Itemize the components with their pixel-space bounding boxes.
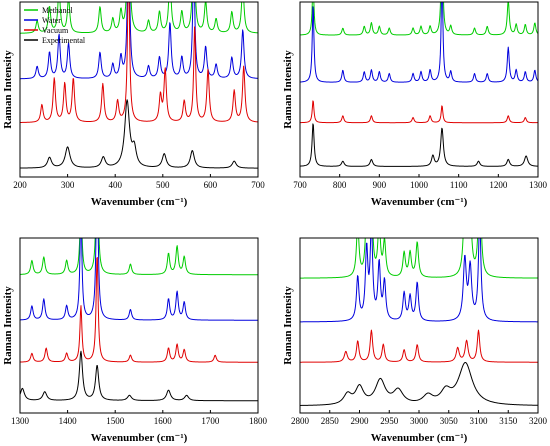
panel-top-left-series-vacuum — [20, 2, 258, 123]
panel-bottom-right-x-axis-title: Wavenumber (cm⁻¹) — [371, 432, 468, 444]
panel-top-left-legend-label-vacuum: Vacuum — [42, 26, 69, 35]
panel-top-left-x-tick-label: 600 — [204, 180, 218, 190]
panel-top-left-legend-label-water: Water — [42, 16, 61, 25]
panel-top-left-series-water — [20, 2, 258, 80]
panel-bottom-right-series-vacuum — [300, 329, 538, 363]
panel-top-right-x-axis-title: Wavenumber (cm⁻¹) — [371, 196, 468, 208]
panel-bottom-left-x-tick-label: 1700 — [201, 416, 220, 426]
panel-bottom-left: 1300 1400 1500 1600 1700 1800 Wavenumber (cm⁻¹… — [2, 237, 268, 444]
panel-bottom-left-series-experimental — [20, 350, 258, 402]
panel-top-right-y-axis-title: Raman Intensity — [282, 50, 294, 129]
panel-bottom-right-x-tick-label: 2850 — [321, 416, 340, 426]
panel-top-right-x-tick-label: 1000 — [410, 180, 429, 190]
panel-bottom-right: 2800 2850 2900 2950 3000 3050 3100 3150 3200 Wave… — [282, 237, 548, 444]
panel-top-right-x-tick-label: 1100 — [450, 180, 468, 190]
panel-bottom-left-y-axis-title: Raman Intensity — [2, 286, 14, 365]
panel-bottom-right-series-water — [300, 238, 538, 323]
panel-bottom-left-x-tick-label: 1600 — [154, 416, 173, 426]
panel-top-left-series-methanol — [20, 2, 258, 34]
panel-top-left-x-tick-label: 700 — [251, 180, 265, 190]
panel-top-left-x-axis-title: Wavenumber (cm⁻¹) — [91, 196, 188, 208]
panel-top-right: 700 800 900 1000 1100 1200 1300 Wavenumber (cm⁻… — [282, 1, 548, 208]
panel-bottom-right-series-experimental — [300, 361, 538, 406]
panel-top-left-frame — [19, 1, 259, 178]
panel-bottom-right-x-tick-label: 2950 — [380, 416, 399, 426]
panel-bottom-right-x-tick-label: 3100 — [470, 416, 489, 426]
panel-bottom-right-x-tick-label: 3200 — [529, 416, 548, 426]
panel-bottom-left-series-vacuum — [20, 257, 258, 363]
panel-bottom-left-x-tick-label: 1400 — [59, 416, 78, 426]
panel-bottom-left-x-tick-label: 1800 — [249, 416, 268, 426]
panel-bottom-right-x-tick-label: 2900 — [351, 416, 370, 426]
panel-top-right-x-tick-label: 700 — [293, 180, 307, 190]
panel-top-right-x-tick-label: 1200 — [489, 180, 508, 190]
panel-bottom-right-series-methanol — [300, 238, 538, 279]
panel-top-left: 200 300 400 500 600 700 Wavenumber (cm⁻¹) Raman… — [2, 1, 265, 208]
panel-top-right-x-tick-label: 800 — [333, 180, 347, 190]
panel-bottom-left-series-methanol — [20, 238, 258, 276]
panel-top-left-x-tick-label: 400 — [108, 180, 122, 190]
panel-bottom-right-x-tick-label: 3150 — [499, 416, 518, 426]
panel-bottom-left-x-tick-label: 1500 — [106, 416, 125, 426]
panel-bottom-left-x-tick-label: 1300 — [11, 416, 30, 426]
panel-top-left-series-experimental — [20, 99, 258, 169]
panel-top-right-frame — [299, 1, 539, 178]
panel-top-right-series-vacuum — [300, 100, 538, 124]
panel-bottom-right-x-tick-label: 3050 — [440, 416, 459, 426]
panel-bottom-right-y-axis-title: Raman Intensity — [282, 286, 294, 365]
panel-top-left-y-axis-title: Raman Intensity — [2, 50, 14, 129]
panel-top-right-x-tick-label: 900 — [373, 180, 387, 190]
panel-top-right-series-water — [300, 2, 538, 83]
panel-top-right-x-tick-label: 1300 — [529, 180, 548, 190]
panel-top-left-x-tick-label: 300 — [61, 180, 75, 190]
panel-top-right-series-experimental — [300, 123, 538, 167]
panel-bottom-left-x-axis-title: Wavenumber (cm⁻¹) — [91, 432, 188, 444]
panel-top-left-legend-label-experimental: Experimental — [42, 36, 86, 45]
panel-top-left-x-tick-label: 500 — [156, 180, 170, 190]
panel-bottom-right-x-tick-label: 3000 — [410, 416, 429, 426]
panel-top-right-series-methanol — [300, 2, 538, 36]
panel-top-left-x-tick-label: 200 — [13, 180, 27, 190]
panel-bottom-left-frame — [19, 237, 259, 414]
panel-top-left-legend-label-methanol: Methanol — [42, 6, 73, 15]
panel-bottom-left-series-water — [20, 238, 258, 321]
panel-bottom-right-x-tick-label: 2800 — [291, 416, 310, 426]
